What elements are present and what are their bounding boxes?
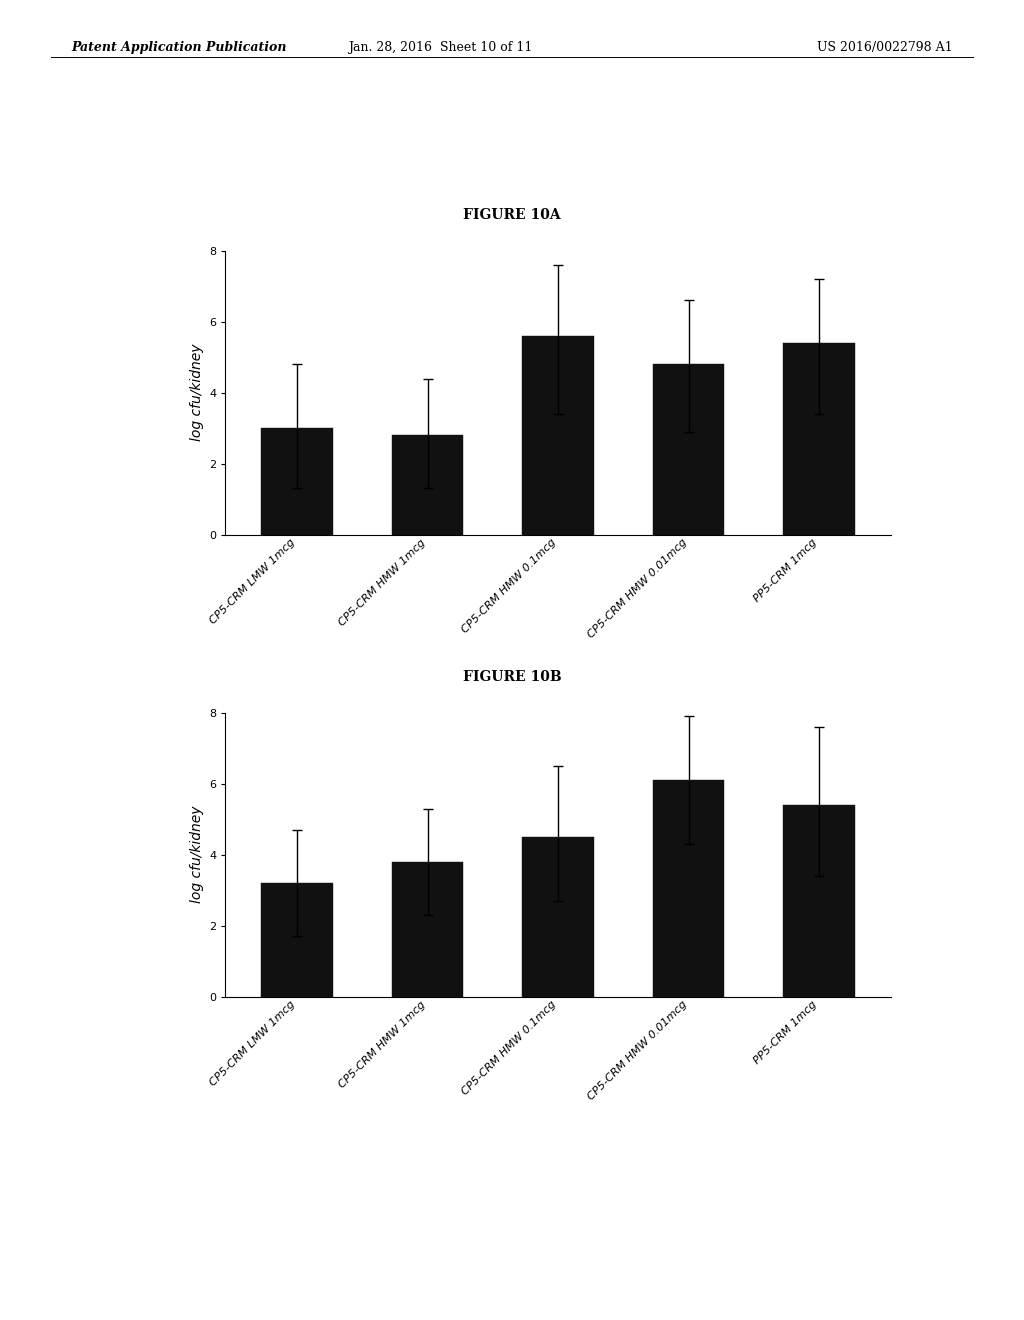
Y-axis label: log cfu/kidney: log cfu/kidney <box>189 807 204 903</box>
Bar <box>391 862 464 997</box>
Bar <box>261 883 333 997</box>
Text: Jan. 28, 2016  Sheet 10 of 11: Jan. 28, 2016 Sheet 10 of 11 <box>348 41 532 54</box>
Bar <box>652 780 725 997</box>
Text: FIGURE 10A: FIGURE 10A <box>463 207 561 222</box>
Bar <box>783 805 855 997</box>
Bar <box>652 364 725 535</box>
Bar <box>522 337 594 535</box>
Bar <box>261 428 333 535</box>
Bar <box>391 436 464 535</box>
Bar <box>783 343 855 535</box>
Text: Patent Application Publication: Patent Application Publication <box>72 41 287 54</box>
Y-axis label: log cfu/kidney: log cfu/kidney <box>189 345 204 441</box>
Text: FIGURE 10B: FIGURE 10B <box>463 669 561 684</box>
Bar <box>522 837 594 997</box>
Text: US 2016/0022798 A1: US 2016/0022798 A1 <box>817 41 952 54</box>
